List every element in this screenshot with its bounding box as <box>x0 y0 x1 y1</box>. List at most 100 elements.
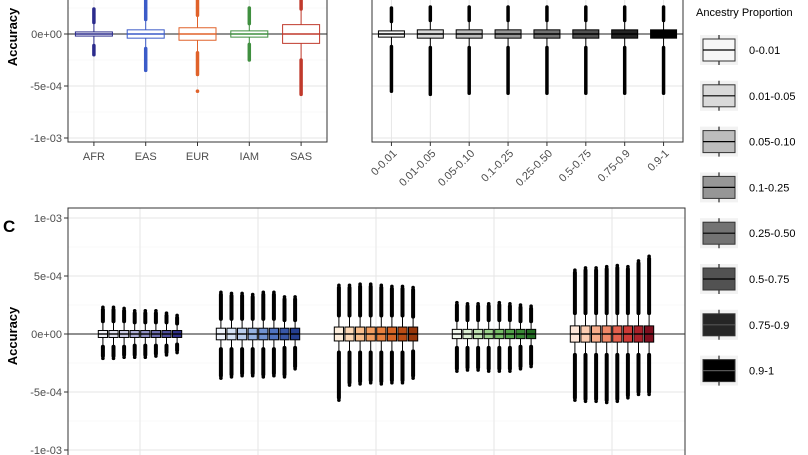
outlier-point <box>229 291 234 296</box>
outlier-point <box>411 285 415 290</box>
y-tick-label: 1e-03 <box>34 213 62 225</box>
outlier-point <box>583 266 588 270</box>
legend-label: 0.01-0.05 <box>749 91 795 103</box>
outlier-point <box>347 383 352 387</box>
outlier-point <box>594 399 598 404</box>
outlier-point <box>154 354 158 358</box>
outlier-point <box>337 283 341 288</box>
outlier-point <box>337 398 341 402</box>
outlier-point <box>486 302 491 306</box>
legend-label: 0.05-0.10 <box>749 137 795 149</box>
outlier-point <box>400 284 405 289</box>
legend-label: 0-0.01 <box>749 45 780 57</box>
x-tick-label: 0.9-1 <box>645 148 671 174</box>
outlier-point <box>636 392 641 397</box>
outlier-point <box>272 373 276 378</box>
outlier-point <box>195 89 200 93</box>
outlier-point <box>455 300 459 305</box>
outlier-point <box>379 382 384 386</box>
outlier-point <box>626 396 630 400</box>
outlier-point <box>219 290 223 295</box>
outlier-point <box>143 355 148 360</box>
outlier-point <box>455 369 459 373</box>
outlier-point <box>132 355 137 360</box>
panel-border <box>67 207 686 455</box>
panel-c-plot: C -1e-03 -5e-04 0e+00 5e-04 1e-03 Accuracy <box>3 207 686 455</box>
outlier-point <box>111 305 116 310</box>
outlier-point <box>604 400 609 405</box>
outlier-point <box>261 375 266 379</box>
x-tick-label: 0.05-0.10 <box>436 148 477 189</box>
outlier-point <box>282 295 287 299</box>
outlier-point <box>358 382 362 386</box>
outlier-point <box>101 305 105 310</box>
outlier-point <box>573 268 577 273</box>
outlier-point <box>529 364 533 369</box>
outlier-point <box>518 367 523 371</box>
outlier-point <box>293 295 297 299</box>
outlier-point <box>175 313 179 318</box>
outlier-point <box>111 356 116 361</box>
outlier-point <box>476 302 480 306</box>
outlier-point <box>229 375 234 379</box>
outlier-point <box>240 291 244 296</box>
outlier-point <box>411 376 415 380</box>
outlier-point <box>164 311 169 315</box>
legend-label: 0.25-0.50 <box>749 228 795 240</box>
outlier-point <box>465 368 470 372</box>
outlier-point <box>636 259 641 263</box>
y-tick-label: 0e+00 <box>31 329 62 341</box>
panel-letter-c: C <box>3 217 15 236</box>
legend-label: 0.75-0.9 <box>749 320 789 332</box>
outlier-point <box>604 264 609 269</box>
legend-label: 0.5-0.75 <box>749 274 789 286</box>
outlier-point <box>250 292 255 297</box>
panel-border <box>67 0 328 143</box>
y-tick-label: -1e-03 <box>30 445 62 455</box>
y-tick-label: 5e-04 <box>34 271 62 283</box>
x-tick-label: 0.75-0.9 <box>596 148 633 185</box>
outlier-point <box>347 283 352 288</box>
outlier-point <box>647 254 651 259</box>
y-tick-label: -5e-04 <box>30 387 62 399</box>
x-tick-label: EUR <box>186 151 209 163</box>
outlier-point <box>122 355 126 360</box>
y-axis-title: Accuracy <box>5 7 20 66</box>
y-axis-title: Accuracy <box>5 306 20 365</box>
outlier-point <box>368 282 373 286</box>
outlier-point <box>626 264 630 269</box>
x-tick-label: 0.25-0.50 <box>514 148 555 189</box>
outlier-point <box>132 309 137 313</box>
x-tick-label: IAM <box>240 151 260 163</box>
x-tick-label: AFR <box>83 151 105 163</box>
outlier-point <box>390 284 394 289</box>
legend-label: 0.9-1 <box>749 366 774 378</box>
x-tick-label: 0-0.01 <box>369 148 400 179</box>
outlier-point <box>379 283 384 288</box>
outlier-point <box>390 380 394 385</box>
outlier-point <box>368 380 373 385</box>
outlier-point <box>573 398 577 402</box>
outlier-point <box>518 303 523 307</box>
legend-label: 0.1-0.25 <box>749 182 789 194</box>
y-tick-label: 0e+00 <box>31 29 62 41</box>
outlier-point <box>508 369 512 373</box>
outlier-point <box>400 380 405 385</box>
outlier-point <box>250 373 255 378</box>
outlier-point <box>529 304 533 308</box>
x-tick-label: EAS <box>135 151 157 163</box>
outlier-point <box>293 367 297 371</box>
outlier-point <box>486 369 491 373</box>
outlier-point <box>583 399 588 404</box>
outlier-point <box>101 356 105 361</box>
x-tick-label: 0.5-0.75 <box>557 148 594 185</box>
x-tick-label: SAS <box>290 151 312 163</box>
outlier-point <box>175 350 179 355</box>
outlier-point <box>508 302 512 306</box>
panel-a-plot: AFREASEURIAMSAS-1e-03-5e-040e+005e-04Acc… <box>5 0 328 163</box>
outlier-point <box>261 290 266 295</box>
legend: Ancestry Proportion 0-0.01 0.01-0.05 0.05-0… <box>696 7 795 386</box>
x-tick-label: 0.1-0.25 <box>479 148 516 185</box>
y-tick-label: -5e-04 <box>30 81 62 93</box>
